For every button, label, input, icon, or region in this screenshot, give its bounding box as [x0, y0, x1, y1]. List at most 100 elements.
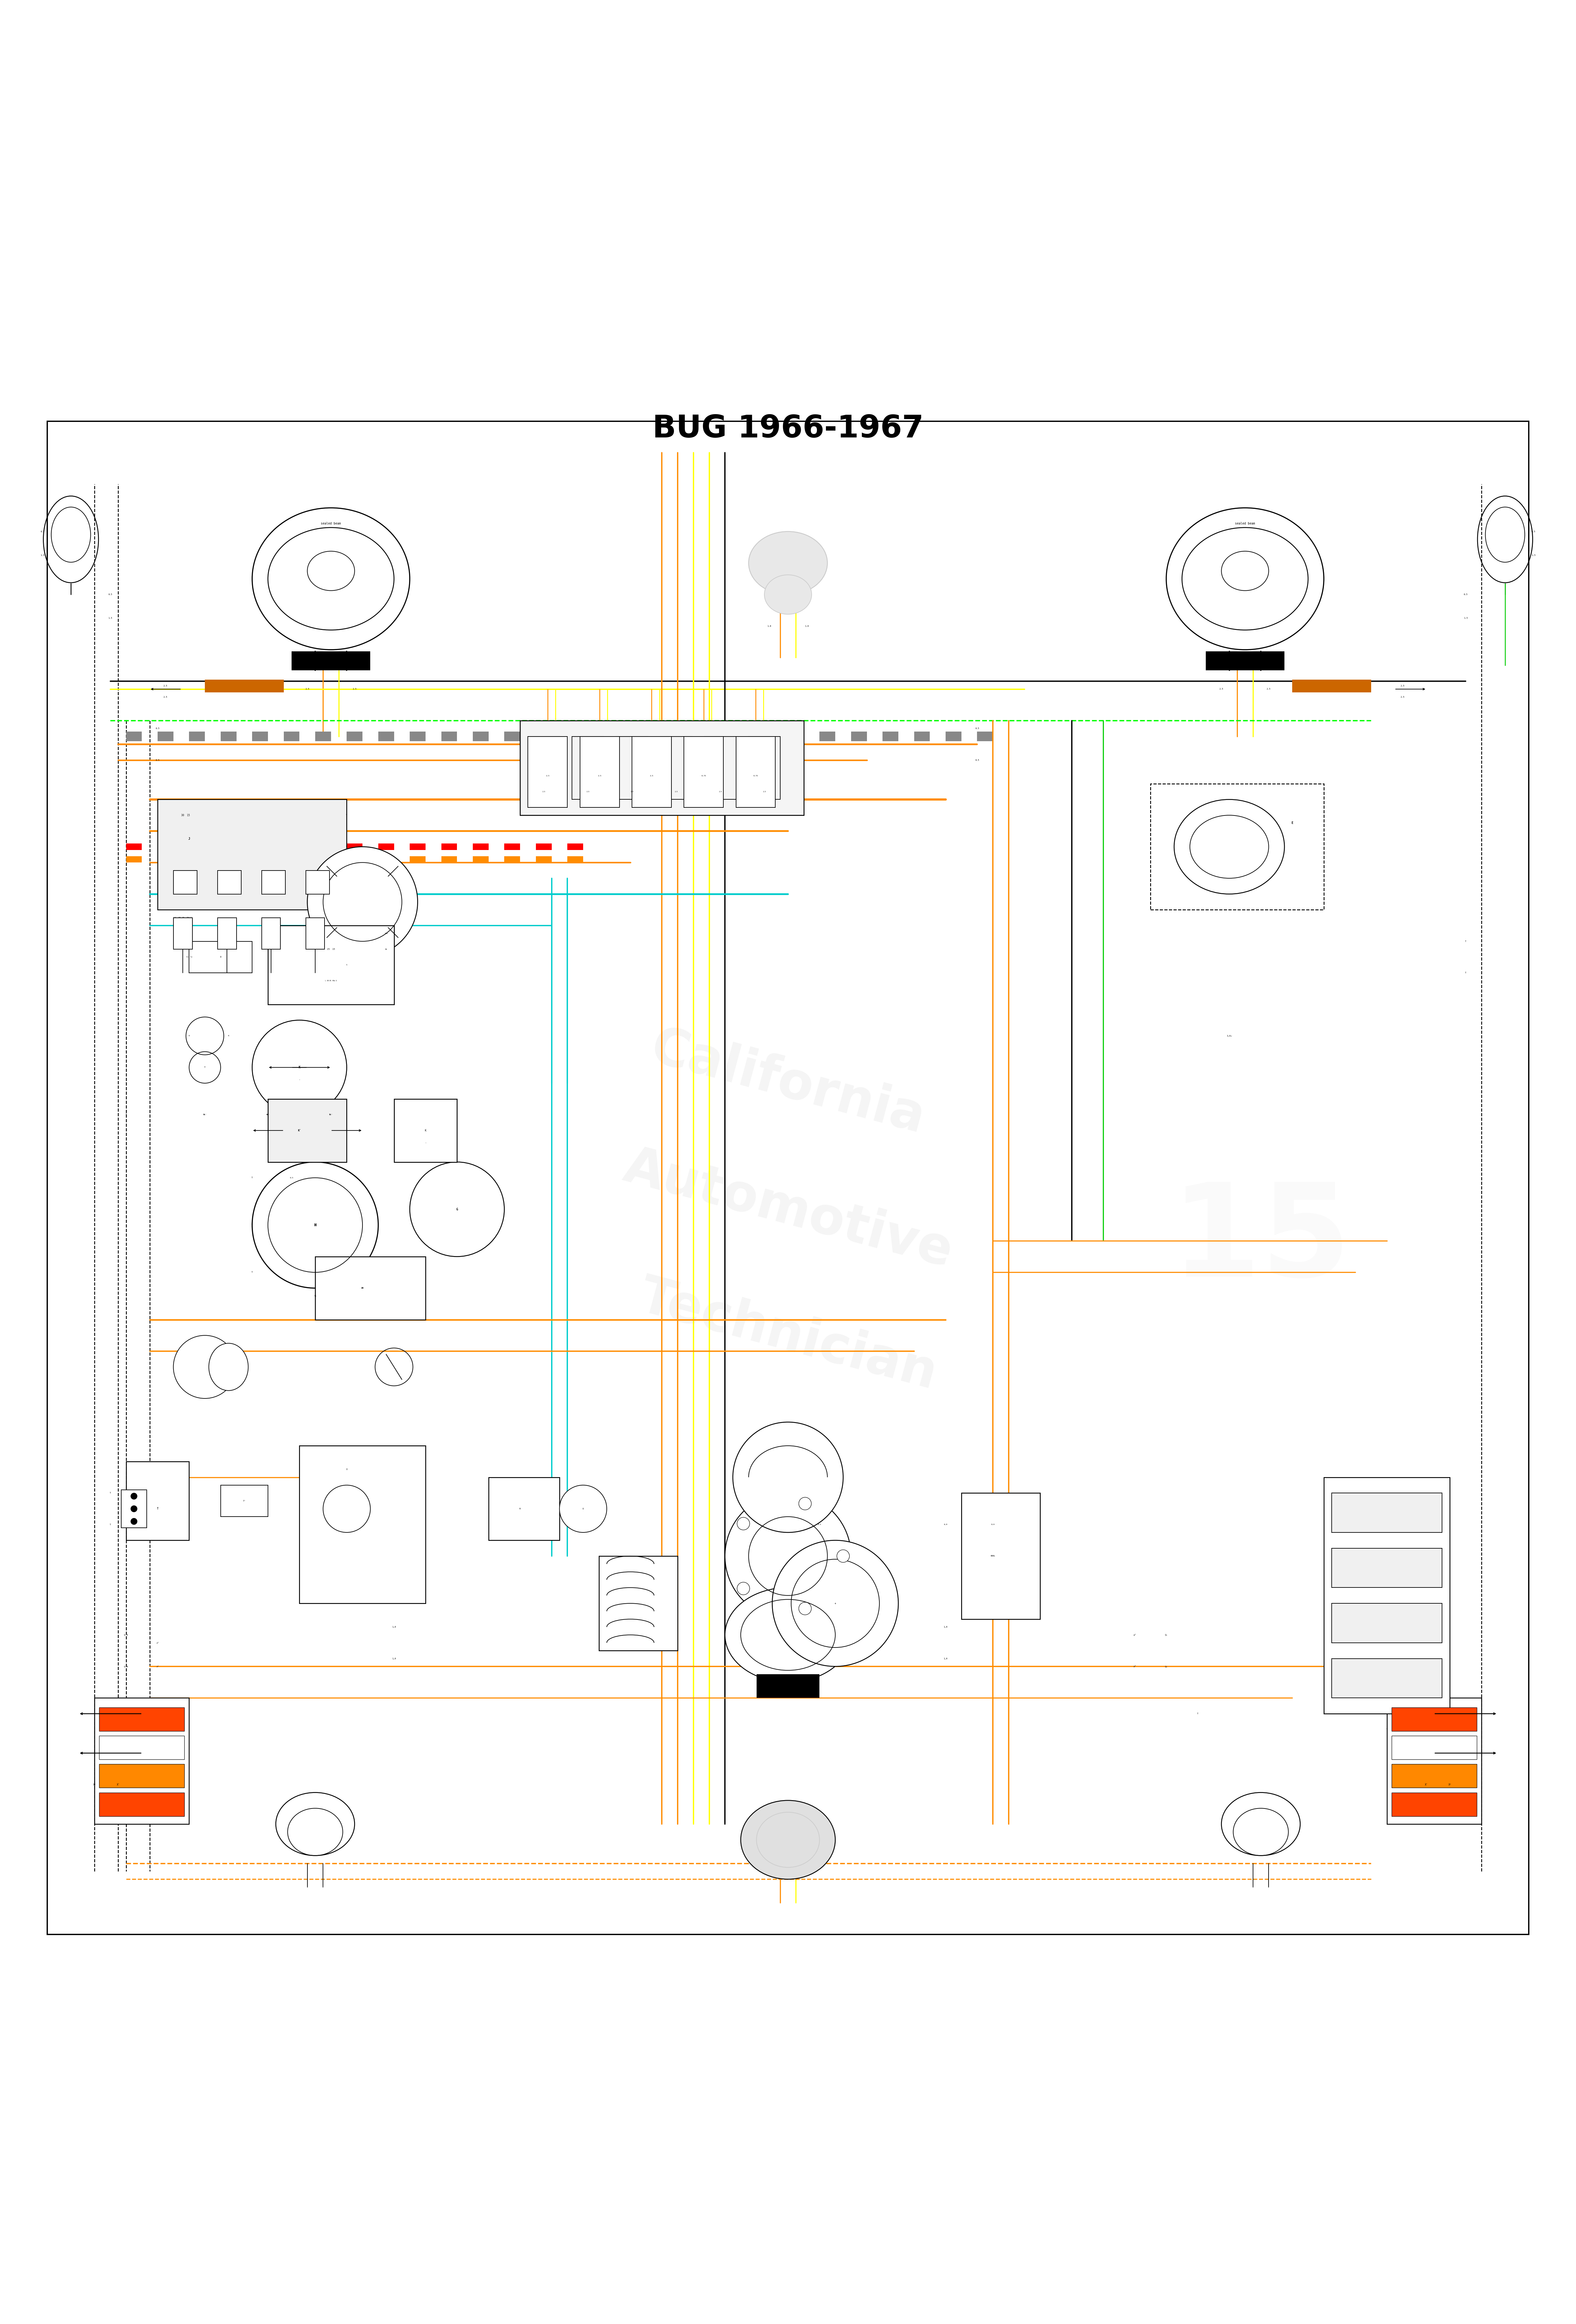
Circle shape	[799, 1601, 812, 1615]
Bar	[504, 732, 520, 741]
Bar	[126, 855, 142, 862]
Bar	[252, 844, 268, 851]
Bar	[572, 737, 604, 799]
Bar	[262, 918, 281, 948]
Bar	[99, 1736, 184, 1759]
Text: sealed beam: sealed beam	[322, 523, 340, 525]
Text: J: J	[188, 837, 191, 841]
Bar	[528, 737, 559, 799]
Bar	[99, 1764, 184, 1787]
Ellipse shape	[1174, 799, 1284, 895]
Bar	[693, 732, 709, 741]
Bar	[1387, 1699, 1481, 1824]
Bar	[306, 918, 325, 948]
Ellipse shape	[741, 1801, 835, 1880]
Bar	[394, 1099, 457, 1162]
Bar	[520, 720, 804, 816]
Bar	[473, 732, 489, 741]
Bar	[662, 732, 678, 741]
Bar	[580, 737, 619, 806]
Bar	[173, 872, 197, 895]
Bar	[189, 732, 205, 741]
Circle shape	[252, 1162, 378, 1287]
Bar	[268, 1099, 347, 1162]
Bar	[441, 855, 457, 862]
Circle shape	[131, 1518, 137, 1525]
Bar	[756, 1673, 820, 1699]
Bar	[1332, 1604, 1442, 1643]
Text: X²: X²	[1448, 1783, 1451, 1787]
Bar	[292, 651, 370, 669]
Bar	[756, 732, 772, 741]
Bar	[1392, 1764, 1477, 1787]
Ellipse shape	[208, 1343, 249, 1390]
Bar	[252, 855, 268, 862]
Bar	[347, 732, 362, 741]
Bar	[315, 855, 331, 862]
Circle shape	[725, 1492, 851, 1620]
Bar	[820, 732, 835, 741]
Bar	[632, 737, 671, 806]
Ellipse shape	[764, 574, 812, 614]
Bar	[1332, 1492, 1442, 1532]
Bar	[660, 737, 692, 799]
Circle shape	[772, 1541, 898, 1666]
Bar	[536, 855, 552, 862]
Bar	[977, 732, 993, 741]
Circle shape	[307, 846, 418, 957]
Bar	[347, 855, 362, 862]
Bar	[704, 737, 736, 799]
Circle shape	[131, 1506, 137, 1513]
Bar	[126, 1462, 189, 1541]
Ellipse shape	[252, 509, 410, 651]
Bar	[126, 732, 142, 741]
Text: BUG 1966-1967: BUG 1966-1967	[652, 414, 924, 444]
Bar	[567, 844, 583, 851]
Bar	[221, 1485, 268, 1518]
Bar	[189, 941, 252, 974]
Text: E: E	[1291, 823, 1294, 825]
Bar	[158, 799, 347, 909]
Text: X¹: X¹	[93, 1783, 96, 1787]
Bar	[473, 855, 489, 862]
Bar	[284, 855, 299, 862]
Circle shape	[131, 1492, 137, 1499]
Bar	[378, 855, 394, 862]
Text: X': X'	[117, 1783, 120, 1787]
Circle shape	[410, 1162, 504, 1257]
Text: K': K'	[298, 1129, 301, 1132]
Bar	[315, 1257, 426, 1320]
Bar	[189, 844, 205, 851]
Bar	[1206, 651, 1284, 669]
Bar	[268, 925, 394, 1004]
Bar	[1392, 1792, 1477, 1815]
Bar	[630, 732, 646, 741]
Bar	[489, 1478, 559, 1541]
Bar	[221, 732, 236, 741]
Ellipse shape	[1166, 509, 1324, 651]
Bar	[315, 844, 331, 851]
Bar	[528, 737, 567, 806]
Bar	[1332, 1548, 1442, 1587]
Text: 30  15: 30 15	[181, 813, 189, 816]
Bar	[410, 844, 426, 851]
Bar	[725, 732, 741, 741]
Bar	[736, 737, 775, 806]
Bar	[1324, 1478, 1450, 1713]
Circle shape	[173, 1336, 236, 1399]
Circle shape	[559, 1485, 607, 1532]
Bar	[473, 844, 489, 851]
Bar	[536, 844, 552, 851]
Bar	[221, 855, 236, 862]
Bar	[126, 844, 142, 851]
Bar	[378, 844, 394, 851]
Bar	[121, 1490, 147, 1527]
Text: California: California	[646, 1023, 930, 1143]
Bar	[1150, 783, 1324, 909]
Bar	[284, 732, 299, 741]
Bar	[441, 844, 457, 851]
Bar	[961, 1492, 1040, 1620]
Bar	[1292, 679, 1371, 693]
Bar	[883, 732, 898, 741]
Circle shape	[738, 1518, 750, 1529]
